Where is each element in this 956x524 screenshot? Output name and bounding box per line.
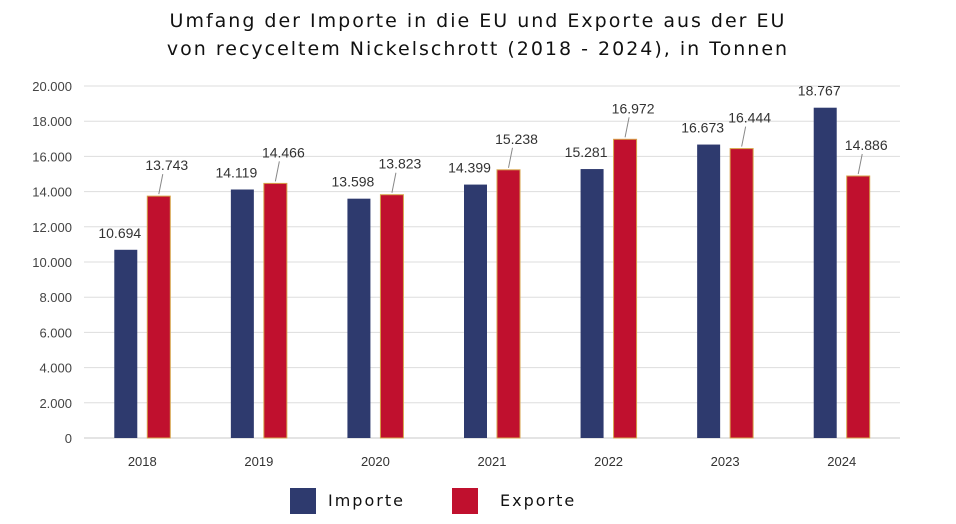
- legend-swatch-exporte: [452, 488, 478, 514]
- y-tick-label: 14.000: [32, 185, 72, 200]
- leader-line: [274, 161, 280, 182]
- data-label-exporte: 15.238: [495, 131, 538, 147]
- y-tick-label: 10.000: [32, 255, 72, 270]
- bar-exporte: [613, 138, 638, 439]
- data-label-exporte: 13.743: [145, 157, 188, 173]
- data-label-exporte: 14.466: [262, 144, 305, 160]
- leader-line: [391, 172, 397, 193]
- bar-importe: [114, 249, 138, 438]
- x-tick-label: 2019: [244, 454, 273, 469]
- leader-line: [624, 117, 630, 138]
- data-label-importe: 14.399: [448, 160, 491, 176]
- legend-label-exporte: Exporte: [500, 491, 577, 510]
- y-tick-label: 2.000: [39, 396, 72, 411]
- y-tick-label: 8.000: [39, 290, 72, 305]
- chart-title-line-2: von recyceltem Nickelschrott (2018 - 202…: [166, 38, 790, 60]
- bar-importe: [347, 198, 371, 438]
- bar-exporte: [846, 175, 871, 439]
- y-tick-label: 4.000: [39, 361, 72, 376]
- x-tick-label: 2022: [594, 454, 623, 469]
- y-tick-label: 16.000: [32, 149, 72, 164]
- bar-exporte: [496, 169, 521, 439]
- bar-importe: [464, 184, 487, 438]
- legend-swatch-importe: [290, 488, 316, 514]
- bar-importe: [697, 144, 721, 438]
- data-label-exporte: 16.444: [728, 110, 771, 126]
- bar-importe: [230, 189, 254, 438]
- x-tick-label: 2024: [827, 454, 856, 469]
- data-label-importe: 13.598: [332, 174, 375, 190]
- data-label-importe: 15.281: [565, 144, 608, 160]
- bar-importe: [813, 107, 837, 438]
- data-label-importe: 16.673: [681, 120, 724, 136]
- y-tick-label: 0: [65, 431, 72, 446]
- bar-exporte: [146, 195, 171, 439]
- data-label-importe: 10.694: [98, 225, 141, 241]
- data-label-importe: 14.119: [215, 165, 257, 181]
- y-tick-label: 18.000: [32, 114, 72, 129]
- chart-title-line-1: Umfang der Importe in die EU und Exporte…: [169, 10, 787, 32]
- plot-area: 0 2.000 4.000 6.000 8.000 10.000 12.000 14.000 1…: [32, 79, 900, 469]
- x-tick-label: 2020: [361, 454, 390, 469]
- x-tick-label: 2018: [128, 454, 157, 469]
- bar-importe: [580, 169, 604, 439]
- bar-exporte: [729, 148, 754, 439]
- y-tick-label: 12.000: [32, 220, 72, 235]
- data-label-exporte: 13.823: [379, 156, 422, 172]
- leader-line: [158, 174, 164, 195]
- bar-exporte: [263, 182, 288, 439]
- legend: Importe Exporte: [0, 484, 956, 514]
- bar-exporte: [379, 194, 404, 439]
- y-tick-label: 6.000: [39, 325, 72, 340]
- leader-line: [741, 126, 747, 147]
- leader-line: [508, 147, 513, 168]
- data-label-importe: 18.767: [798, 83, 841, 99]
- data-label-exporte: 16.972: [612, 100, 655, 116]
- data-label-exporte: 14.886: [845, 137, 888, 153]
- legend-label-importe: Importe: [328, 491, 405, 510]
- x-tick-label: 2023: [711, 454, 740, 469]
- y-tick-label: 20.000: [32, 79, 72, 94]
- leader-line: [857, 153, 863, 175]
- x-tick-label: 2021: [478, 454, 507, 469]
